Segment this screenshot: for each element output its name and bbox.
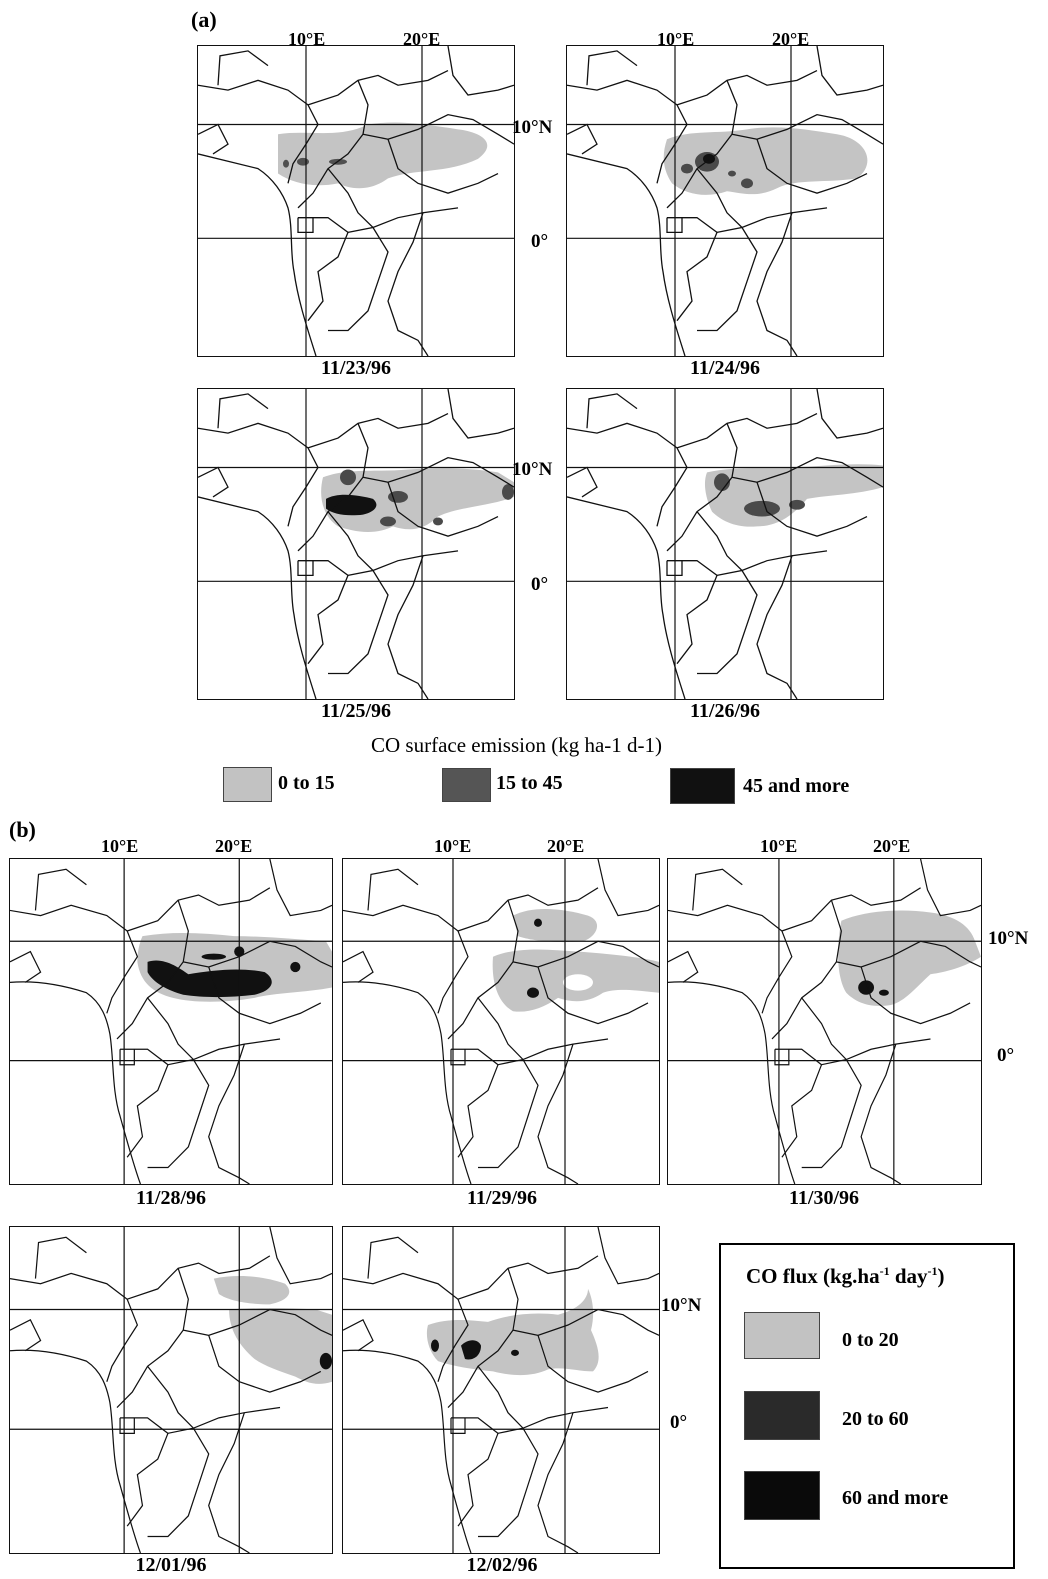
date-label-b-4: 12/01/96 [135,1554,207,1576]
legend-b-title-sup1: -1 [879,1264,890,1278]
map-panel-a-2 [566,45,884,357]
date-label-a-3: 11/25/96 [320,700,391,722]
lat-label-a-top-0: 0° [531,231,549,252]
legend-b-swatch-mid [744,1391,820,1440]
lon-label-b2-10e: 10°E [434,836,472,856]
legend-b-swatch-low [744,1312,820,1359]
legend-a-swatch-mid [442,768,491,802]
part-b-label: (b) [9,817,36,842]
lon-label-b3-10e: 10°E [760,836,798,856]
legend-a-label-high: 45 and more [743,775,850,797]
lon-label-b3-20e: 20°E [873,836,911,856]
legend-a-swatch-low [223,767,272,802]
legend-b-title-mid: day [889,1264,928,1288]
map-panel-b-4 [9,1226,333,1554]
date-label-a-2: 11/24/96 [689,357,760,379]
lon-label-a-right-20e: 20°E [772,29,810,49]
lon-label-b1-10e: 10°E [101,836,139,856]
legend-b-swatch-high [744,1471,820,1520]
lat-label-a-bottom-0: 0° [531,574,549,595]
lon-label-b2-20e: 20°E [547,836,585,856]
map-panel-b-2 [342,858,660,1185]
map-panel-a-1 [197,45,515,357]
legend-a-label-low: 0 to 15 [278,772,335,794]
date-label-b-2: 11/29/96 [466,1187,537,1209]
date-label-a-4: 11/26/96 [689,700,760,722]
map-panel-b-3 [667,858,982,1185]
lat-label-a-bottom-10n: 10°N [512,459,553,480]
lon-label-b1-20e: 20°E [215,836,253,856]
date-label-b-3: 11/30/96 [788,1187,859,1209]
legend-a-title: CO surface emission (kg ha-1 d-1) [371,733,663,757]
legend-b-title-sup2: -1 [927,1264,938,1278]
emission-low [278,122,488,189]
legend-a-label-mid: 15 to 45 [496,772,563,794]
lon-label-a-left-10e: 10°E [288,29,326,49]
lat-label-b-bottom-0: 0° [670,1412,688,1433]
lat-label-b-bottom-10n: 10°N [661,1295,702,1316]
lon-label-a-left-20e: 20°E [403,29,441,49]
map-panel-b-5 [342,1226,660,1554]
legend-b-label-high: 60 and more [842,1487,949,1509]
legend-b-label-mid: 20 to 60 [842,1408,909,1430]
date-label-b-5: 12/02/96 [466,1554,538,1576]
legend-b-title-end: ) [937,1264,945,1288]
lat-label-b-top-0: 0° [997,1045,1015,1066]
date-label-a-1: 11/23/96 [320,357,391,379]
map-panel-a-3 [197,388,515,700]
part-a-label: (a) [191,7,217,32]
map-panel-a-4 [566,388,884,700]
lat-label-a-top-10n: 10°N [512,117,553,138]
legend-a-swatch-high [670,768,735,804]
map-panel-b-1 [9,858,333,1185]
legend-b-label-low: 0 to 20 [842,1329,899,1351]
legend-b-title: CO flux (kg.ha-1 day-1) [746,1264,945,1289]
lat-label-b-top-10n: 10°N [988,928,1029,949]
date-label-b-1: 11/28/96 [135,1187,206,1209]
lon-label-a-right-10e: 10°E [657,29,695,49]
legend-b-title-main: CO flux (kg.ha [746,1264,880,1288]
